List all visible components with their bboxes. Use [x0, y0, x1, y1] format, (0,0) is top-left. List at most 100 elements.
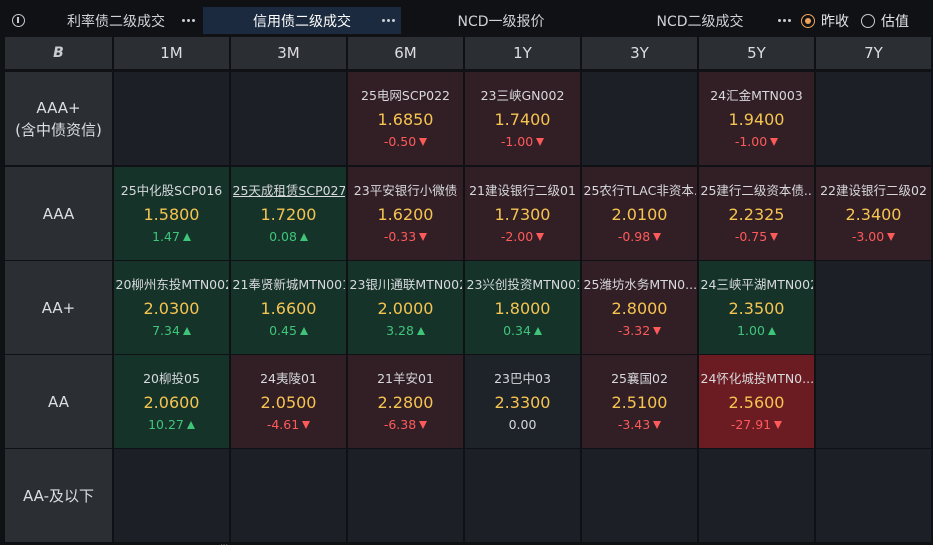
rating-label: AA+	[41, 298, 76, 317]
bond-yield: 2.0100	[611, 204, 668, 224]
empty-cell	[816, 355, 931, 448]
empty-cell	[465, 449, 580, 542]
bond-name[interactable]: 25襄国02	[611, 370, 668, 386]
bond-name[interactable]: 21奉贤新城MTN001	[232, 276, 345, 292]
column-header-3m[interactable]: 3M	[231, 37, 346, 69]
triangle-down-icon	[770, 232, 779, 241]
bond-name[interactable]: 20柳州东投MTN002	[115, 276, 228, 292]
bond-yield: 2.5600	[728, 392, 785, 412]
bond-cell[interactable]: 21羊安01 2.2800 -6.38	[348, 355, 463, 448]
tab-more-icon[interactable]	[778, 7, 791, 34]
tab-credit-bond-secondary[interactable]: 信用债二级成交	[203, 7, 401, 34]
bond-logo-icon: B	[53, 45, 64, 61]
bond-cell[interactable]: 23兴创投资MTN001 1.8000 0.34	[465, 261, 580, 354]
tab-bar: 利率债二级成交 信用债二级成交 NCD一级报价 NCD二级成交 昨收 估值	[0, 0, 933, 38]
bond-cell[interactable]: 20柳州东投MTN002 2.0300 7.34	[114, 261, 229, 354]
bond-name[interactable]: 25中化股SCP016	[120, 182, 223, 198]
bond-name[interactable]: 25天成租赁SCP027	[232, 182, 345, 198]
info-icon[interactable]	[12, 14, 25, 27]
row-header-rating: AA+	[5, 261, 112, 354]
bond-cell[interactable]: 24怀化城投MTN0... 2.5600 -27.91	[699, 355, 814, 448]
radio-unchecked-icon[interactable]	[861, 14, 875, 28]
triangle-up-icon	[182, 232, 191, 241]
column-header-7y[interactable]: 7Y	[816, 37, 931, 69]
bond-yield: 1.6850	[377, 109, 434, 129]
tab-more-icon[interactable]	[382, 7, 395, 34]
bond-cell[interactable]: 25潍坊水务MTN0... 2.8000 -3.32	[582, 261, 697, 354]
bond-name[interactable]: 22建设银行二级02	[820, 182, 927, 198]
bond-cell[interactable]: 20柳投05 2.0600 10.27	[114, 355, 229, 448]
column-header-1y[interactable]: 1Y	[465, 37, 580, 69]
corner-cell: B	[5, 37, 112, 69]
radio-checked-icon[interactable]	[801, 14, 815, 28]
bond-cell[interactable]: 23三峡GN002 1.7400 -1.00	[465, 72, 580, 165]
bond-name[interactable]: 21建设银行二级01	[469, 182, 576, 198]
empty-cell	[816, 261, 931, 354]
bond-name[interactable]: 24夷陵01	[260, 370, 317, 386]
bond-name[interactable]: 23巴中03	[494, 370, 551, 386]
yield-change: -3.43	[618, 417, 662, 433]
bond-cell[interactable]: 25农行TLAC非资本... 2.0100 -0.98	[582, 167, 697, 260]
bond-cell[interactable]: 25建行二级资本债... 2.2325 -0.75	[699, 167, 814, 260]
bond-cell[interactable]: 25襄国02 2.5100 -3.43	[582, 355, 697, 448]
bond-name[interactable]: 20柳投05	[143, 370, 200, 386]
bond-name[interactable]: 23平安银行小微债	[353, 182, 458, 198]
bond-cell[interactable]: 23巴中03 2.3300 0.00	[465, 355, 580, 448]
triangle-down-icon	[302, 420, 311, 429]
bond-name[interactable]: 24三峡平湖MTN002	[700, 276, 813, 292]
tab-rate-bond-secondary[interactable]: 利率债二级成交	[36, 7, 196, 34]
bond-name[interactable]: 21羊安01	[377, 370, 434, 386]
empty-cell	[231, 72, 346, 165]
column-header-1m[interactable]: 1M	[114, 37, 229, 69]
bond-name[interactable]: 24怀化城投MTN0...	[700, 370, 813, 386]
bond-cell[interactable]: 23银川通联MTN002 2.0000 3.28	[348, 261, 463, 354]
bond-name[interactable]: 23兴创投资MTN001	[466, 276, 579, 292]
column-header-6m[interactable]: 6M	[348, 37, 463, 69]
change-value: -3.32	[617, 322, 651, 338]
bond-name[interactable]: 23银川通联MTN002	[349, 276, 462, 292]
change-value: -1.00	[734, 133, 768, 149]
bond-cell[interactable]: 24三峡平湖MTN002 2.3500 1.00	[699, 261, 814, 354]
bond-cell[interactable]: 25电网SCP022 1.6850 -0.50	[348, 72, 463, 165]
bond-cell[interactable]: 22建设银行二级02 2.3400 -3.00	[816, 167, 931, 260]
resize-handle[interactable]: ⋯	[220, 540, 229, 545]
bond-cell[interactable]: 24夷陵01 2.0500 -4.61	[231, 355, 346, 448]
bond-cell[interactable]: 25中化股SCP016 1.5800 1.47	[114, 167, 229, 260]
change-value: -3.00	[851, 228, 885, 244]
change-value: -2.00	[500, 228, 534, 244]
bond-name[interactable]: 25建行二级资本债...	[700, 182, 813, 198]
tab-ncd-secondary[interactable]: NCD二级成交	[602, 7, 798, 34]
bond-name[interactable]: 25农行TLAC非资本...	[583, 182, 696, 198]
tab-label: NCD二级成交	[656, 13, 744, 30]
row-header-rating: AA-及以下	[5, 449, 112, 542]
change-value: 10.27	[148, 416, 184, 432]
row-header-rating: AAA	[5, 167, 112, 260]
bond-name[interactable]: 24汇金MTN003	[710, 87, 803, 103]
bond-name[interactable]: 23三峡GN002	[480, 87, 565, 103]
bond-cell[interactable]: 21奉贤新城MTN001 1.6600 0.45	[231, 261, 346, 354]
bond-yield: 1.8000	[494, 298, 551, 318]
triangle-down-icon	[536, 137, 545, 146]
bond-name[interactable]: 25潍坊水务MTN0...	[583, 276, 696, 292]
bond-cell[interactable]: 25天成租赁SCP027 1.7200 0.08	[231, 167, 346, 260]
tab-more-icon[interactable]	[182, 7, 195, 34]
column-header-3y[interactable]: 3Y	[582, 37, 697, 69]
yield-change: 0.45	[269, 323, 308, 339]
radio-label: 估值	[881, 14, 909, 30]
triangle-down-icon	[653, 326, 662, 335]
bond-cell[interactable]: 23平安银行小微债 1.6200 -0.33	[348, 167, 463, 260]
radio-valuation[interactable]: 估值	[861, 11, 909, 31]
yield-change: -0.98	[618, 229, 662, 245]
yield-change: 0.34	[503, 323, 542, 339]
bond-cell[interactable]: 24汇金MTN003 1.9400 -1.00	[699, 72, 814, 165]
column-header-5y[interactable]: 5Y	[699, 37, 814, 69]
radio-prev-close[interactable]: 昨收	[801, 11, 849, 31]
change-value: -0.75	[734, 228, 768, 244]
bond-yield: 2.3500	[728, 298, 785, 318]
bond-yield: 1.6200	[377, 204, 434, 224]
tab-ncd-primary-quote[interactable]: NCD一级报价	[405, 7, 597, 34]
bond-yield: 2.5100	[611, 392, 668, 412]
bond-cell[interactable]: 21建设银行二级01 1.7300 -2.00	[465, 167, 580, 260]
bond-name[interactable]: 25电网SCP022	[361, 87, 450, 103]
yield-change: 1.00	[737, 323, 776, 339]
